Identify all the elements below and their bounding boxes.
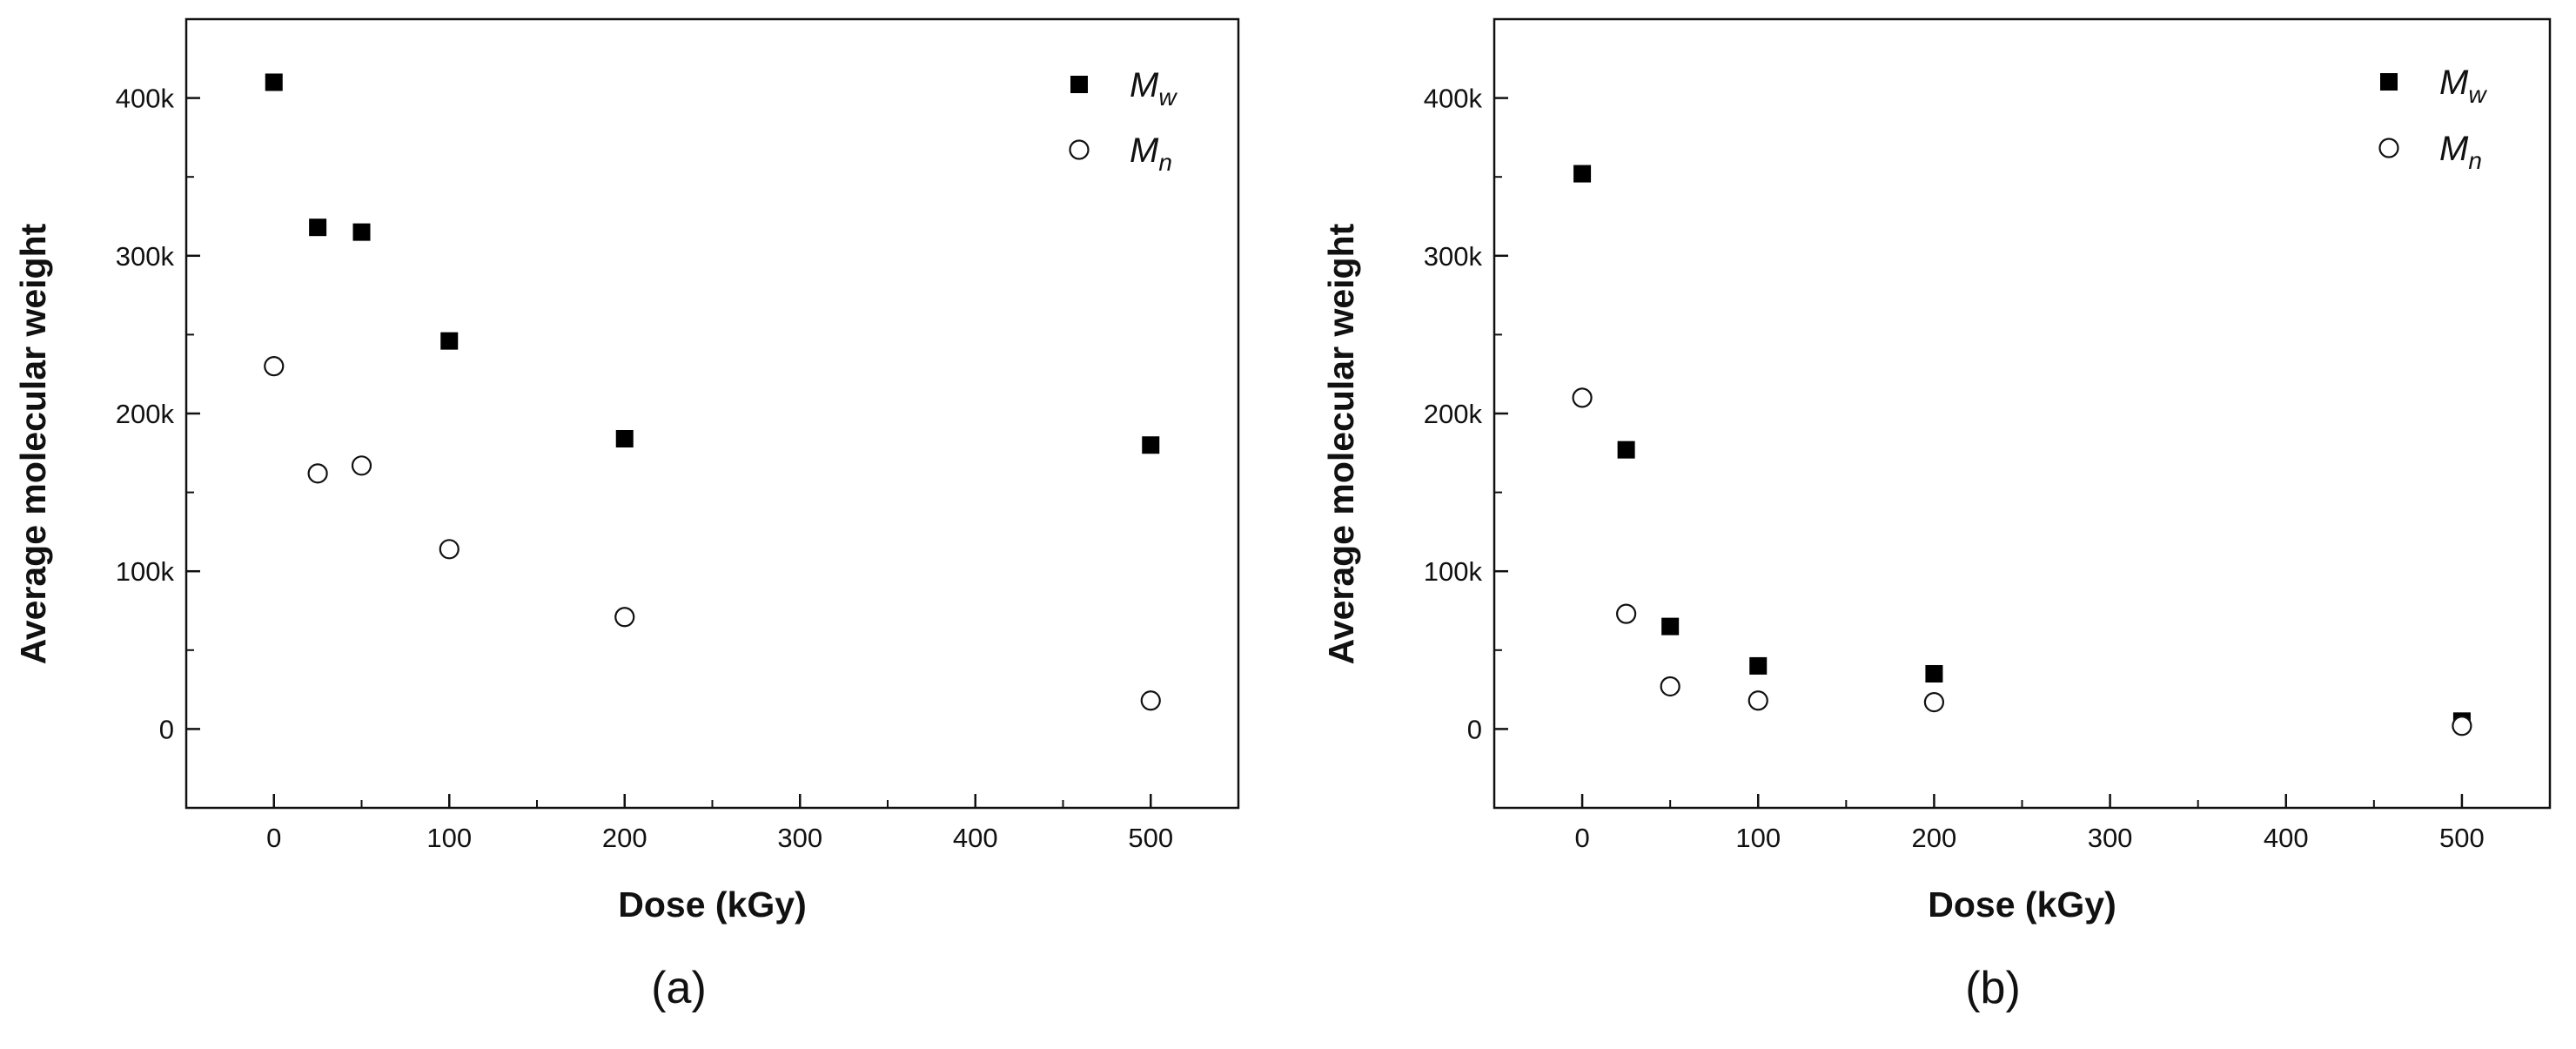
data-point-mw	[1661, 617, 1680, 635]
chart-panel-a: 0 100 200 300 400 500 0 100k 200k 300k 400k Dose (k…	[13, 17, 1240, 1013]
x-tick-label: 200	[602, 823, 647, 853]
data-point-mn	[1748, 690, 1768, 711]
legend-subscript: n	[2468, 147, 2482, 174]
legend-label-mn: Mn	[2439, 130, 2482, 174]
x-tick-label: 200	[1912, 823, 1957, 853]
chart-panel-b: 0 100 200 300 400 500 0 100k 200k 300k 400k Dose (k…	[1321, 17, 2552, 1013]
x-axis-title: Dose (kGy)	[1928, 884, 2116, 925]
data-point-mn	[1923, 691, 1945, 713]
data-point-mw	[352, 223, 371, 241]
y-tick-label: 0	[1467, 714, 1482, 744]
legend-marker-mw	[2380, 73, 2398, 91]
data-point-mw	[309, 219, 327, 237]
legend-subscript: n	[1158, 149, 1172, 176]
plot-frame	[184, 17, 1240, 810]
legend-subscript: w	[1158, 84, 1177, 111]
data-point-mn	[264, 356, 285, 377]
data-point-mn	[2452, 716, 2472, 736]
x-tick-label: 500	[2439, 823, 2485, 853]
legend-marker-mn	[2378, 138, 2399, 158]
y-tick-label: 300k	[116, 241, 175, 272]
data-point-mw	[440, 332, 459, 350]
y-tick-label: 100k	[1424, 556, 1483, 587]
x-tick-label: 0	[266, 823, 281, 853]
legend-symbol: M	[1130, 66, 1159, 104]
y-tick-label: 400k	[1424, 84, 1483, 114]
legend-symbol: M	[2439, 130, 2469, 168]
x-tick-label: 400	[2264, 823, 2309, 853]
x-tick-label: 0	[1574, 823, 1589, 853]
legend-marker-mn	[1069, 139, 1090, 160]
y-tick-label: 0	[159, 714, 174, 744]
legend-label-mw: Mw	[1130, 66, 1177, 111]
y-axis-title: Average molecular weight	[13, 223, 53, 664]
legend-label-mw: Mw	[2439, 64, 2487, 108]
data-point-mn	[1572, 387, 1593, 408]
panel-label: (a)	[651, 963, 707, 1013]
legend-marker-mw	[1070, 76, 1088, 93]
y-tick-label: 200k	[116, 399, 175, 429]
panel-label: (b)	[1965, 963, 2021, 1013]
y-tick-label: 300k	[1424, 241, 1483, 272]
data-point-mn	[307, 463, 328, 484]
data-point-mw	[1617, 440, 1635, 459]
x-tick-label: 100	[1735, 823, 1781, 853]
data-point-mw	[1573, 165, 1592, 183]
data-point-mn	[1140, 690, 1161, 711]
legend-subscript: w	[2468, 81, 2487, 108]
data-point-mw	[265, 73, 283, 91]
x-tick-label: 100	[426, 823, 472, 853]
data-point-mn	[614, 607, 635, 628]
data-point-mw	[615, 429, 634, 447]
data-point-mn	[439, 539, 460, 560]
x-tick-label: 300	[2088, 823, 2133, 853]
data-point-mw	[1925, 664, 1943, 683]
data-point-mw	[1749, 656, 1768, 675]
y-tick-label: 100k	[116, 556, 175, 587]
legend-symbol: M	[2439, 64, 2469, 102]
legend-symbol: M	[1130, 131, 1159, 170]
y-axis-title: Average molecular weight	[1321, 223, 1361, 664]
x-tick-label: 300	[777, 823, 822, 853]
legend-label-mn: Mn	[1130, 131, 1172, 176]
data-point-mn	[1660, 676, 1680, 697]
data-point-mn	[351, 455, 372, 476]
y-tick-label: 400k	[116, 84, 175, 114]
x-axis-title: Dose (kGy)	[618, 884, 806, 925]
x-tick-label: 400	[953, 823, 998, 853]
data-point-mw	[1142, 436, 1160, 454]
plot-frame	[1493, 17, 2552, 810]
x-tick-label: 500	[1128, 823, 1173, 853]
y-tick-label: 200k	[1424, 399, 1483, 429]
data-point-mn	[1616, 603, 1637, 624]
